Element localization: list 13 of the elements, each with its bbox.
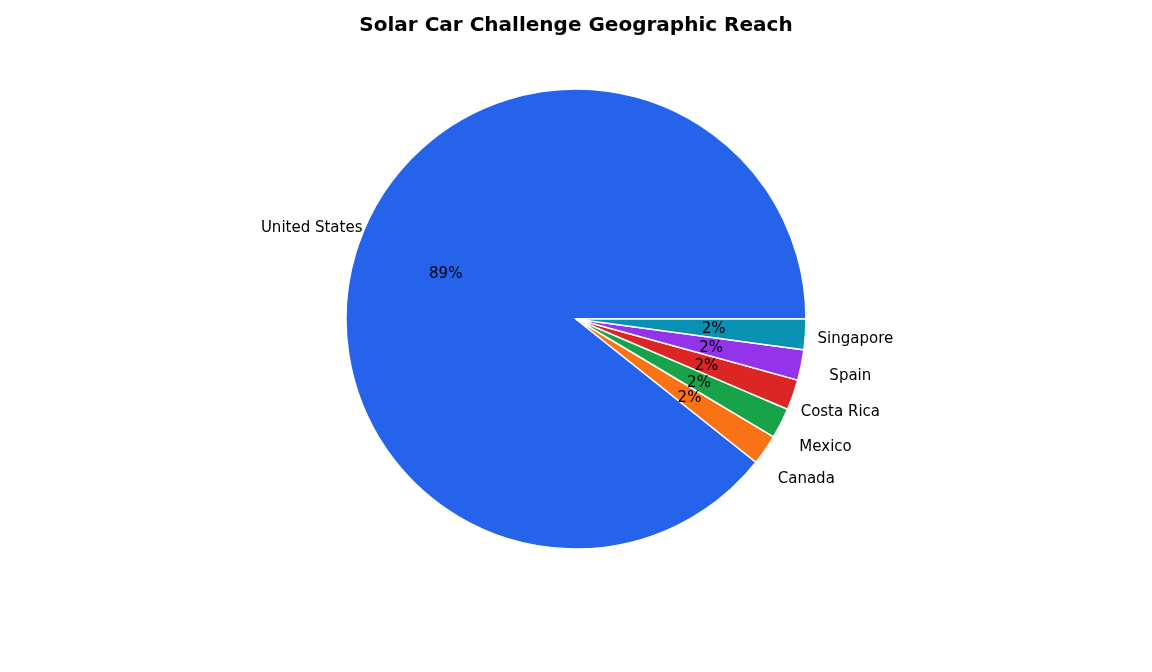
data-label: 2% (694, 355, 719, 374)
data-label: 2% (687, 372, 711, 391)
slice-label: Spain (829, 366, 872, 385)
slice-label: Canada (777, 469, 835, 488)
data-label: 89% (429, 264, 463, 283)
slice-label: Costa Rica (800, 402, 880, 421)
data-label: 2% (677, 388, 702, 407)
slice-label: Mexico (799, 436, 852, 455)
slice-label: United States (260, 217, 363, 236)
slice-label: Singapore (817, 328, 894, 347)
chart-title: Solar Car Challenge Geographic Reach (359, 12, 793, 36)
data-label: 2% (701, 319, 726, 338)
data-label: 2% (699, 337, 724, 356)
